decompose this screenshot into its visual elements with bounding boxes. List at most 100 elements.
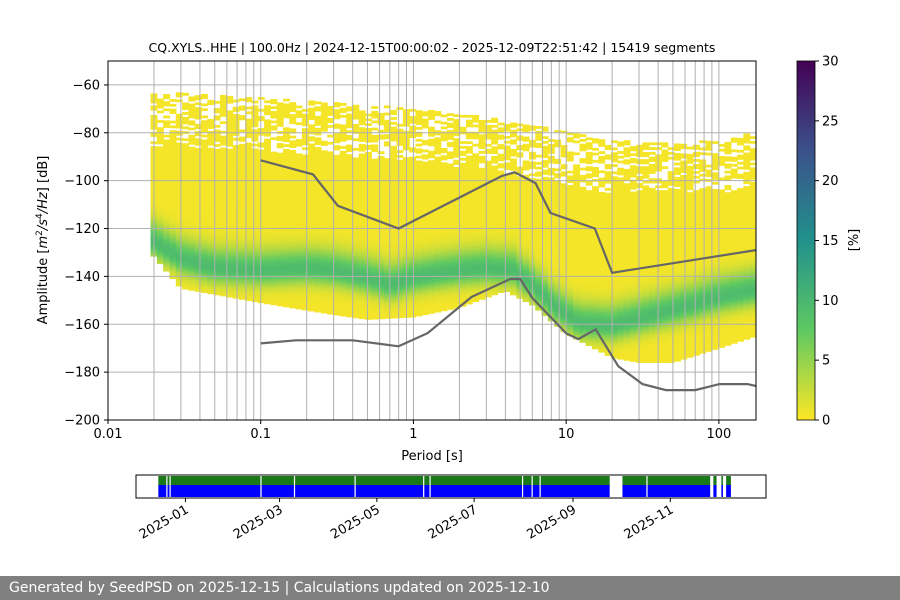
density-cell (390, 267, 398, 271)
density-cell (434, 276, 442, 279)
density-cell (396, 229, 404, 233)
density-cell (440, 298, 448, 302)
density-cell (465, 181, 473, 185)
density-cell (491, 266, 499, 269)
density-cell (283, 280, 290, 284)
density-cell (314, 283, 322, 287)
density-cell (415, 196, 423, 200)
density-cell (510, 189, 517, 193)
density-cell (283, 129, 290, 133)
density-cell (245, 269, 253, 273)
density-cell (503, 246, 511, 249)
density-cell (163, 139, 171, 143)
density-cell (554, 240, 562, 243)
density-cell (541, 191, 549, 195)
density-cell (226, 160, 234, 164)
density-cell (238, 292, 246, 295)
density-cell (182, 250, 190, 254)
density-cell (364, 132, 372, 136)
density-cell (459, 220, 467, 223)
density-cell (257, 130, 265, 134)
density-cell (169, 199, 177, 203)
density-cell (251, 263, 259, 267)
density-cell (535, 126, 543, 129)
density-cell (314, 190, 322, 193)
density-cell (175, 178, 183, 182)
density-cell (257, 211, 265, 215)
density-cell (383, 119, 391, 123)
density-cell (522, 196, 530, 200)
density-cell (188, 266, 196, 270)
density-cell (169, 214, 177, 217)
density-cell (346, 156, 353, 160)
density-cell (459, 196, 467, 199)
density-cell (301, 187, 309, 191)
density-cell (320, 286, 328, 290)
density-cell (245, 290, 253, 294)
density-cell (472, 232, 480, 236)
density-cell (194, 111, 202, 115)
density-cell (163, 211, 171, 215)
density-cell (510, 203, 517, 207)
density-cell (503, 224, 511, 228)
density-cell (497, 196, 505, 200)
density-cell (339, 292, 347, 295)
density-cell (213, 177, 221, 181)
density-cell (276, 284, 284, 288)
density-cell (245, 274, 253, 277)
density-cell (213, 132, 221, 135)
density-cell (522, 282, 530, 286)
density-cell (333, 185, 341, 189)
density-cell (175, 154, 183, 158)
density-cell (163, 252, 171, 255)
density-cell (390, 172, 398, 175)
density-cell (560, 288, 568, 292)
density-cell (245, 207, 253, 210)
density-cell (226, 170, 234, 174)
density-cell (346, 108, 353, 112)
density-cell (276, 202, 284, 206)
density-cell (409, 118, 417, 122)
density-cell (276, 205, 284, 209)
density-cell (510, 225, 517, 229)
density-cell (219, 291, 227, 294)
density-cell (327, 239, 335, 243)
density-cell (207, 193, 215, 196)
density-cell (226, 215, 234, 219)
density-cell (238, 213, 246, 216)
density-cell (314, 209, 322, 212)
density-cell (188, 122, 196, 126)
density-cell (320, 310, 328, 314)
density-cell (201, 201, 208, 205)
density-cell (276, 200, 284, 204)
density-cell (478, 273, 486, 276)
density-cell (497, 194, 505, 198)
density-cell (409, 302, 417, 306)
density-cell (459, 299, 467, 302)
density-cell (573, 327, 581, 330)
density-cell (226, 285, 234, 288)
density-cell (251, 124, 259, 128)
density-cell (226, 184, 234, 188)
density-cell (270, 209, 278, 212)
density-cell (358, 191, 366, 195)
density-cell (371, 285, 379, 289)
density-cell (434, 283, 442, 287)
density-cell (289, 128, 297, 132)
density-cell (201, 268, 208, 272)
density-cell (377, 254, 385, 257)
density-cell (339, 294, 347, 298)
density-cell (541, 289, 549, 293)
density-cell (327, 170, 335, 174)
density-cell (283, 201, 290, 205)
density-cell (484, 265, 492, 269)
density-cell (283, 134, 290, 138)
density-cell (503, 243, 511, 247)
density-cell (446, 292, 454, 296)
density-cell (522, 160, 530, 164)
density-cell (446, 223, 454, 227)
density-cell (428, 129, 435, 132)
density-cell (339, 213, 347, 216)
density-cell (320, 171, 328, 175)
density-cell (472, 229, 480, 233)
